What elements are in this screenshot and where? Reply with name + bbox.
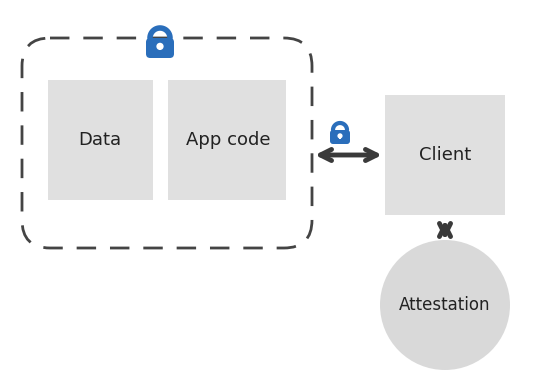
FancyBboxPatch shape <box>146 38 174 58</box>
Text: Attestation: Attestation <box>399 296 491 314</box>
Bar <box>385 95 505 215</box>
FancyBboxPatch shape <box>330 130 350 144</box>
Circle shape <box>337 133 343 139</box>
Circle shape <box>157 43 164 50</box>
Text: Data: Data <box>79 131 122 149</box>
Bar <box>339 136 341 139</box>
Bar <box>48 80 153 200</box>
Text: App code: App code <box>186 131 270 149</box>
Text: Client: Client <box>419 146 471 164</box>
FancyBboxPatch shape <box>22 38 312 248</box>
Bar <box>159 46 161 51</box>
Circle shape <box>380 240 510 370</box>
Bar <box>168 80 286 200</box>
